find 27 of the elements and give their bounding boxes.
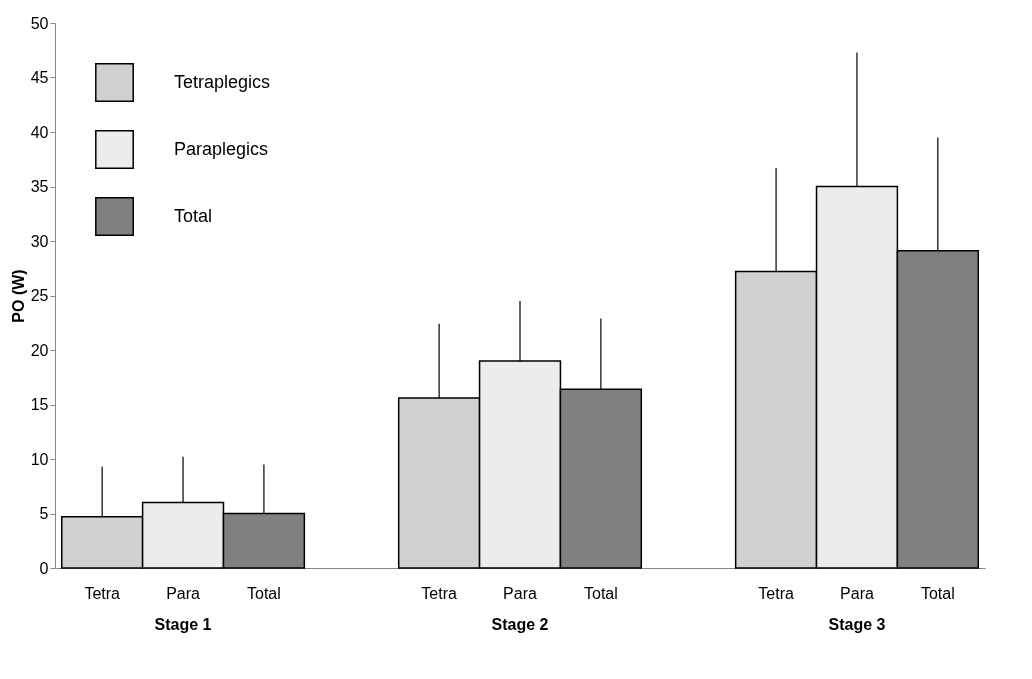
y-axis-title: PO (W): [9, 269, 27, 323]
text: Tetra: [84, 585, 121, 602]
y-tick-label: 15: [30, 396, 49, 413]
text: Para: [166, 585, 201, 602]
y-tick-label: 5: [39, 505, 49, 522]
legend-label: Tetraplegics: [174, 71, 271, 92]
y-tick-label: 25: [30, 287, 49, 304]
y-tick-label: 30: [30, 232, 49, 250]
y-tick-label: 0: [39, 559, 49, 577]
text: Total: [583, 585, 618, 602]
y-tick-label: 35: [30, 178, 49, 195]
text: Para: [503, 585, 537, 602]
legend-label: Total: [174, 205, 213, 226]
text: Tetra: [421, 585, 458, 602]
legend-label: Paraplegics: [174, 138, 269, 159]
y-tick-label: 10: [30, 450, 49, 468]
y-tick-label: 20: [30, 341, 49, 359]
x-tick-label: Stage 3: [828, 615, 886, 633]
x-tick-label: Stage 2: [491, 615, 549, 633]
text: Total: [247, 585, 281, 602]
y-tick-label: 50: [30, 14, 49, 32]
x-tick-label: Stage 1: [154, 615, 212, 633]
y-tick-label: 40: [30, 123, 49, 141]
text: Total: [920, 585, 955, 602]
y-tick-label: 45: [30, 69, 49, 86]
text: Para: [840, 585, 874, 602]
text: Tetra: [758, 585, 794, 602]
